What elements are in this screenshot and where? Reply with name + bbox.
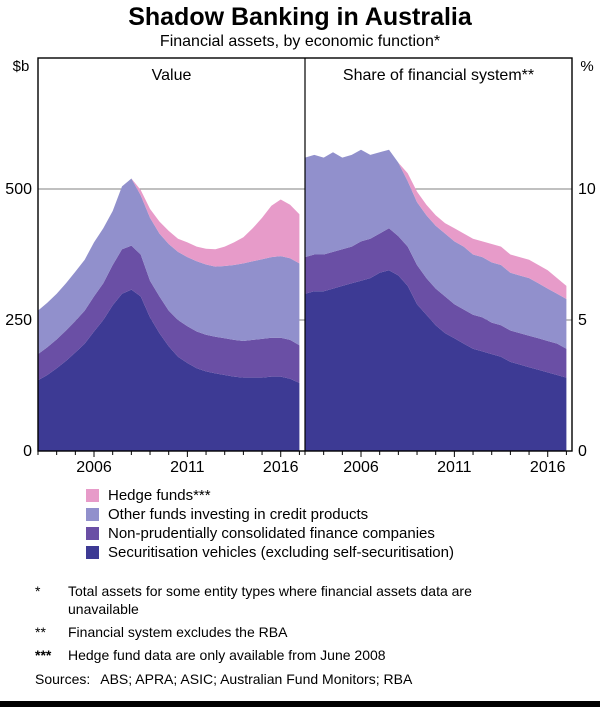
y-tick-label: 0 [23,443,32,460]
y-tick-label: 500 [5,181,32,198]
legend-swatch [86,508,99,521]
legend-item: Non-prudentially consolidated finance co… [86,524,600,543]
figure: Shadow Banking in Australia Financial as… [0,3,600,707]
area-other-funds [38,178,300,355]
sources-line: Sources: ABS; APRA; ASIC; Australian Fund… [35,670,600,688]
sources-label: Sources: [35,671,91,687]
panel-title: Share of financial system** [343,67,534,84]
area-securitisation-vehicles [38,289,300,451]
area-finance-companies [305,228,567,378]
legend-item: Hedge funds*** [86,486,600,505]
chart-title: Shadow Banking in Australia [128,3,472,31]
area-hedge-funds [305,149,567,299]
x-tick-label: 2011 [170,459,205,476]
panel-title: Value [152,67,192,84]
footnote-marker: *** [35,647,52,663]
y-tick-label: 0 [578,443,587,460]
legend-label: Securitisation vehicles (excluding self-… [108,544,454,561]
x-tick-label: 2006 [343,459,379,476]
footnote-text: Total assets for some entity types where… [68,583,472,617]
legend-item: Other funds investing in credit products [86,505,600,524]
y-tick-label: 5 [578,312,587,329]
footnote-marker: ** [35,624,46,640]
x-tick-label: 2011 [437,459,472,476]
y-tick-label: 10 [578,181,596,198]
legend-label: Hedge funds*** [108,487,211,504]
footnote: * Total assets for some entity types wher… [35,582,600,618]
y-tick-label: 250 [5,312,32,329]
sources-text: ABS; APRA; ASIC; Australian Fund Monitor… [100,671,413,687]
shadow-banking-chart: 2006 2011 2016 0 250 500 Value $b 2006 2011 2016 0 5… [5,57,596,476]
bottom-edge-bar [0,701,600,707]
footnote-text: Hedge fund data are only available from … [68,647,386,663]
area-securitisation-vehicles [305,270,567,451]
area-hedge-funds [38,178,300,311]
footnote: ** Financial system excludes the RBA [35,623,600,641]
footnote: *** Hedge fund data are only available fr… [35,646,600,664]
legend-label: Other funds investing in credit products [108,506,369,523]
legend-label: Non-prudentially consolidated finance co… [108,525,435,542]
area-other-funds [305,149,567,349]
legend-swatch [86,489,99,502]
footnotes: * Total assets for some entity types wher… [35,582,600,664]
chart-subtitle: Financial assets, by economic function* [159,33,441,50]
x-tick-label: 2016 [530,459,566,476]
legend-swatch [86,527,99,540]
footnote-text: Financial system excludes the RBA [68,624,288,640]
legend-swatch [86,546,99,559]
chart-legend: Hedge funds*** Other funds investing in c… [86,486,600,562]
x-tick-label: 2016 [263,459,299,476]
y-axis-unit: % [580,58,593,75]
plot-frame [37,57,573,452]
legend-item: Securitisation vehicles (excluding self-… [86,543,600,562]
area-finance-companies [38,245,300,383]
x-tick-label: 2006 [76,459,112,476]
y-axis-unit: $b [13,58,30,75]
footnote-marker: * [35,583,41,599]
